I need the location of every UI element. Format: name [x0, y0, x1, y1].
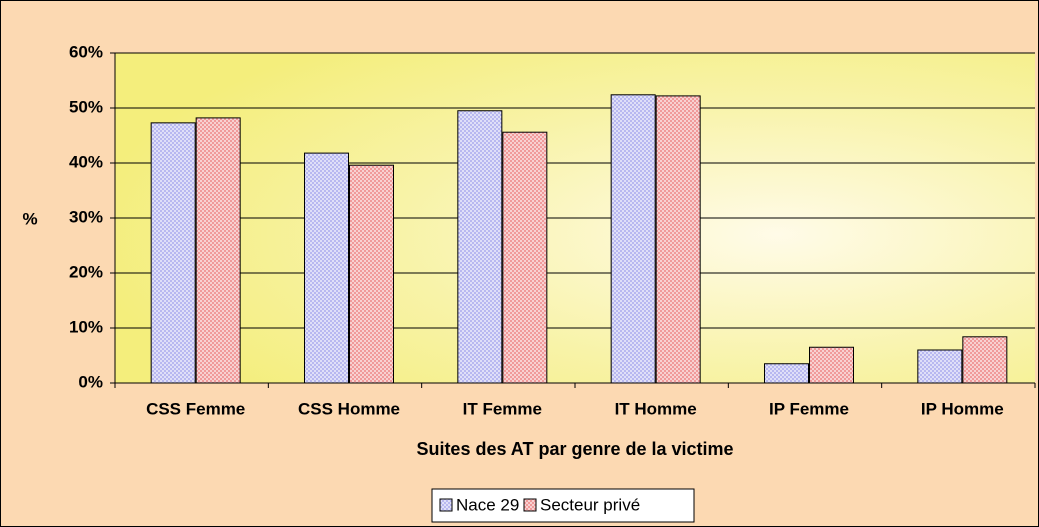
bar: [502, 131, 548, 384]
y-tick-label: 20%: [69, 262, 103, 281]
bar: [195, 117, 241, 384]
bar: [349, 164, 394, 384]
legend-label: Nace 29: [456, 495, 519, 514]
x-axis-label: Suites des AT par genre de la victime: [416, 439, 733, 459]
x-tick-label: IP Homme: [921, 399, 1004, 418]
y-tick-label: 0%: [78, 372, 103, 391]
bar: [962, 336, 1008, 384]
bar: [809, 346, 854, 384]
y-tick-label: 10%: [69, 317, 103, 336]
bar: [917, 349, 963, 384]
legend-label: Secteur privé: [540, 495, 640, 514]
legend: [431, 488, 695, 523]
y-axis-label: %: [22, 209, 37, 228]
x-tick-label: IT Femme: [463, 399, 542, 418]
legend-swatch: [523, 498, 537, 512]
x-tick-label: CSS Homme: [298, 399, 400, 418]
x-tick-label: CSS Femme: [146, 399, 245, 418]
bar: [764, 363, 809, 384]
x-tick-label: IP Femme: [769, 399, 849, 418]
y-tick-label: 40%: [69, 152, 103, 171]
bar: [304, 152, 349, 384]
y-tick-label: 50%: [69, 97, 103, 116]
bar: [150, 122, 196, 384]
y-tick-label: 30%: [69, 207, 103, 226]
y-tick-label: 60%: [69, 42, 103, 61]
bar: [610, 94, 656, 384]
bar: [457, 110, 503, 384]
legend-swatch: [439, 498, 453, 512]
x-tick-label: IT Homme: [615, 399, 697, 418]
bar: [655, 95, 701, 384]
